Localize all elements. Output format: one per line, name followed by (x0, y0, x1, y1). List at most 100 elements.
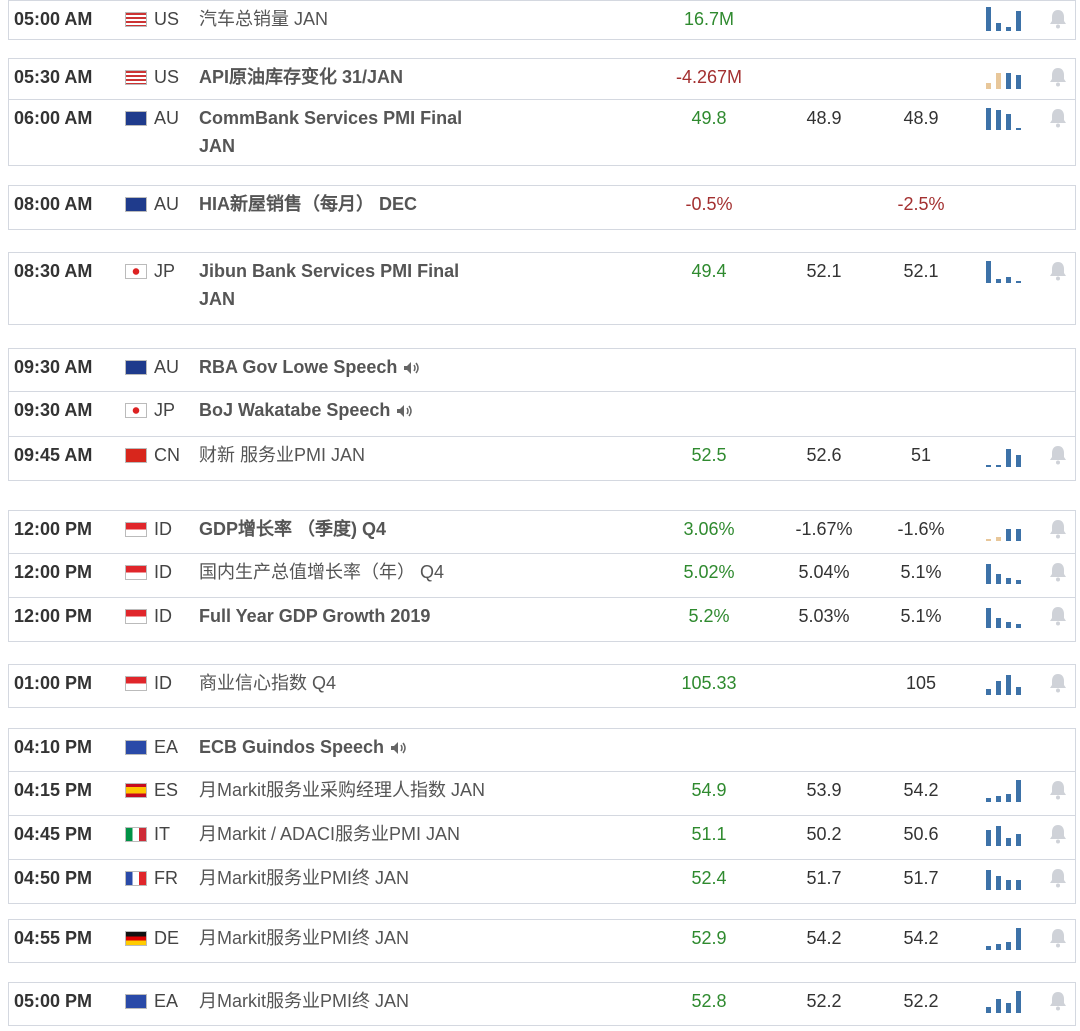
country-flag (125, 740, 147, 755)
event-row: 08:00 AM AU HIA新屋销售（每月） DEC -0.5% -2.5% (8, 185, 1076, 230)
history-chart[interactable] (986, 517, 1028, 541)
history-bar (996, 999, 1001, 1013)
history-bar (1006, 449, 1011, 467)
country-code: ES (154, 780, 179, 800)
history-bar (1006, 277, 1011, 283)
event-row: 06:00 AM AU CommBank Services PMI Final JA… (8, 100, 1076, 166)
event-name: 月Markit / ADACI服务业PMI JAN (199, 824, 461, 844)
alert-bell[interactable] (1049, 606, 1067, 626)
history-bar (986, 465, 991, 467)
country-code: ID (154, 562, 172, 582)
history-bar (1016, 580, 1021, 584)
alert-bell[interactable] (1049, 868, 1067, 888)
event-row: 04:15 PM ES 月Markit服务业采购经理人指数 JAN 54.9 53.9 5… (8, 772, 1076, 816)
previous-value: 52.1 (903, 261, 939, 281)
event-name: 月Markit服务业PMI终 JAN (199, 991, 410, 1011)
history-bar (1016, 780, 1021, 802)
event-name: 商业信心指数 Q4 (199, 673, 337, 693)
actual-value: 52.4 (691, 868, 727, 888)
actual-value: 5.02% (683, 562, 735, 582)
event-time: 09:30 AM (14, 357, 93, 377)
alert-bell[interactable] (1049, 9, 1067, 29)
previous-value: -2.5% (897, 194, 945, 214)
history-bar (996, 826, 1001, 846)
alert-bell[interactable] (1049, 445, 1067, 465)
history-chart[interactable] (986, 106, 1028, 130)
history-chart[interactable] (986, 65, 1028, 89)
event-name: ECB Guindos Speech (199, 737, 385, 757)
history-bar (1016, 455, 1021, 467)
alert-bell[interactable] (1049, 991, 1067, 1011)
country-code: DE (154, 928, 180, 948)
actual-value: 54.9 (691, 780, 727, 800)
event-name: RBA Gov Lowe Speech (199, 357, 398, 377)
history-chart[interactable] (986, 259, 1028, 283)
alert-bell[interactable] (1049, 780, 1067, 800)
event-time: 04:10 PM (14, 737, 93, 757)
country-code: JP (154, 261, 176, 281)
previous-value: 51.7 (903, 868, 939, 888)
country-flag (125, 448, 147, 463)
country-code: FR (154, 868, 178, 888)
event-row: 12:00 PM ID 国内生产总值增长率（年） Q4 5.02% 5.04% 5.1% (8, 554, 1076, 598)
history-bar (986, 1007, 991, 1013)
country-code: CN (154, 445, 180, 465)
history-bar (1006, 838, 1011, 846)
previous-value: 48.9 (903, 108, 939, 128)
alert-bell[interactable] (1049, 928, 1067, 948)
alert-bell[interactable] (1049, 108, 1067, 128)
event-name: 国内生产总值增长率（年） Q4 (199, 562, 445, 582)
event-name: Jibun Bank Services PMI Final JAN (199, 261, 460, 309)
event-row: 05:00 PM EA 月Markit服务业PMI终 JAN 52.8 52.2 52.2 (8, 982, 1076, 1026)
history-bar (996, 465, 1001, 467)
country-code: US (154, 67, 180, 87)
event-row: 04:10 PM EA ECB Guindos Speech (8, 728, 1076, 772)
history-bar (986, 798, 991, 802)
event-name: CommBank Services PMI Final JAN (199, 108, 463, 156)
actual-value: 52.5 (691, 445, 727, 465)
history-chart[interactable] (986, 7, 1028, 31)
alert-bell[interactable] (1049, 824, 1067, 844)
previous-value: 54.2 (903, 928, 939, 948)
event-time: 08:30 AM (14, 261, 93, 281)
history-bar (1016, 687, 1021, 695)
previous-value: 50.6 (903, 824, 939, 844)
history-bar (986, 830, 991, 846)
alert-bell[interactable] (1049, 562, 1067, 582)
history-chart[interactable] (986, 671, 1028, 695)
event-time: 04:15 PM (14, 780, 93, 800)
history-chart[interactable] (986, 989, 1028, 1013)
history-chart[interactable] (986, 866, 1028, 890)
history-chart[interactable] (986, 443, 1028, 467)
event-row: 09:30 AM JP BoJ Wakatabe Speech (8, 392, 1076, 437)
history-chart[interactable] (986, 926, 1028, 950)
alert-bell[interactable] (1049, 261, 1067, 281)
country-flag (125, 609, 147, 624)
history-chart[interactable] (986, 560, 1028, 584)
event-name: Full Year GDP Growth 2019 (199, 606, 431, 626)
country-code: EA (154, 991, 179, 1011)
history-bar (996, 110, 1001, 130)
previous-value: -1.6% (897, 519, 945, 539)
previous-value: 105 (905, 673, 937, 693)
event-row: 04:55 PM DE 月Markit服务业PMI终 JAN 52.9 54.2 54.2 (8, 919, 1076, 963)
alert-bell[interactable] (1049, 519, 1067, 539)
forecast-value: 5.03% (798, 606, 850, 626)
previous-value: 5.1% (900, 562, 942, 582)
history-bar (1016, 624, 1021, 628)
country-flag (125, 111, 147, 126)
alert-bell[interactable] (1049, 673, 1067, 693)
actual-value: 49.4 (691, 261, 727, 281)
history-chart[interactable] (986, 604, 1028, 628)
country-code: ID (154, 673, 172, 693)
history-chart[interactable] (986, 778, 1028, 802)
forecast-value: 53.9 (806, 780, 842, 800)
history-bar (996, 537, 1001, 541)
history-bar (996, 944, 1001, 950)
alert-bell[interactable] (1049, 67, 1067, 87)
history-bar (996, 73, 1001, 89)
history-chart[interactable] (986, 822, 1028, 846)
event-time: 08:00 AM (14, 194, 93, 214)
actual-value: 5.2% (688, 606, 730, 626)
actual-value: 52.8 (691, 991, 727, 1011)
